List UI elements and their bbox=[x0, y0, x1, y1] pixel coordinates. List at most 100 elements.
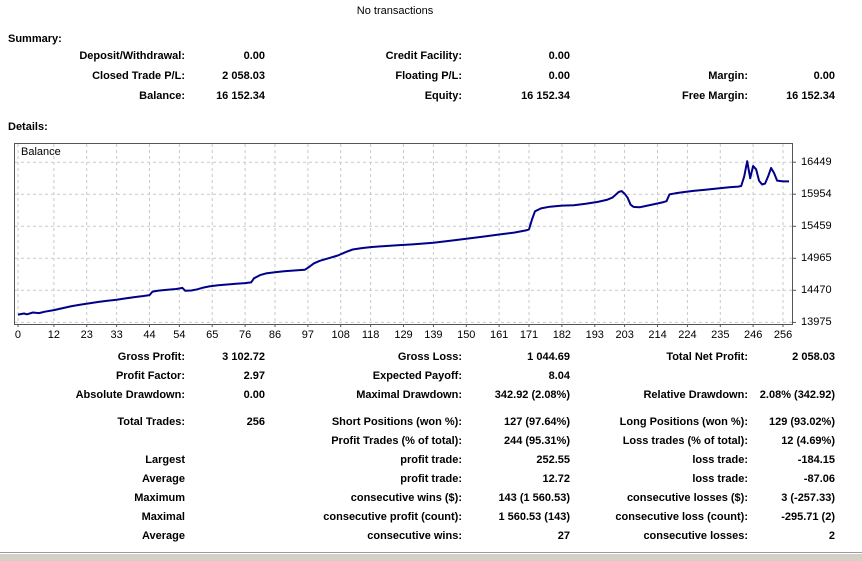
chart-plot: Balance bbox=[14, 143, 796, 327]
section-gap bbox=[0, 405, 862, 413]
summary-row: Balance: 16 152.34 Equity: 16 152.34 Fre… bbox=[0, 86, 862, 106]
total-trades-value: 256 bbox=[246, 416, 265, 428]
long-positions-value: 129 (93.02%) bbox=[768, 416, 835, 428]
gross-profit-label: Gross Profit: bbox=[117, 351, 185, 363]
y-axis-tick-label: 16449 bbox=[801, 156, 832, 169]
x-axis-tick-label: 193 bbox=[585, 329, 604, 341]
gross-loss-label: Gross Loss: bbox=[397, 351, 462, 363]
loss-trades-label: Loss trades (% of total): bbox=[622, 435, 748, 447]
stats-row: Gross Profit: 3 102.72 Gross Loss: 1 044… bbox=[0, 348, 862, 367]
summary-heading: Summary: bbox=[8, 33, 62, 45]
x-axis-tick-label: 97 bbox=[301, 329, 314, 341]
average-loss-trade-label: loss trade: bbox=[692, 473, 748, 485]
maximal-drawdown-label: Maximal Drawdown: bbox=[356, 389, 462, 401]
floating-pl-value: 0.00 bbox=[548, 70, 570, 82]
empty-cell bbox=[185, 508, 265, 527]
x-axis-tick-label: 65 bbox=[206, 329, 219, 341]
y-axis-tick-label: 15954 bbox=[801, 188, 832, 201]
x-axis-tick-label: 224 bbox=[678, 329, 697, 341]
closed-trade-pl-label: Closed Trade P/L: bbox=[92, 70, 185, 82]
deposit-withdrawal-label: Deposit/Withdrawal: bbox=[79, 50, 185, 62]
average-profit-trade-value: 12.72 bbox=[542, 473, 570, 485]
x-axis-tick-label: 256 bbox=[773, 329, 793, 341]
max-consecutive-losses-label: consecutive losses ($): bbox=[626, 492, 748, 504]
stats-row: Maximum consecutive wins ($): 143 (1 560… bbox=[0, 489, 862, 508]
equity-label: Equity: bbox=[424, 90, 462, 102]
short-positions-label: Short Positions (won %): bbox=[331, 416, 462, 428]
x-axis-tick-label: 23 bbox=[80, 329, 93, 341]
x-axis-tick-label: 214 bbox=[648, 329, 667, 341]
x-axis-tick-label: 108 bbox=[331, 329, 350, 341]
maximal-consecutive-loss-value: -295.71 (2) bbox=[781, 511, 835, 523]
total-net-profit-label: Total Net Profit: bbox=[666, 351, 748, 363]
details-heading: Details: bbox=[8, 121, 48, 133]
largest-row-label: Largest bbox=[145, 454, 185, 466]
x-axis-tick-label: 139 bbox=[424, 329, 443, 341]
credit-facility-value: 0.00 bbox=[548, 50, 570, 62]
relative-drawdown-value: 2.08% (342.92) bbox=[759, 389, 835, 401]
x-axis-tick-label: 129 bbox=[394, 329, 413, 341]
empty-cell bbox=[185, 451, 265, 470]
absolute-drawdown-value: 0.00 bbox=[243, 389, 265, 401]
balance-chart-svg bbox=[15, 144, 796, 327]
stats-row: Profit Trades (% of total): 244 (95.31%)… bbox=[0, 432, 862, 451]
x-axis-tick-label: 0 bbox=[14, 329, 22, 341]
chart-legend-balance: Balance bbox=[21, 146, 61, 158]
stats-row: Profit Factor: 2.97 Expected Payoff: 8.0… bbox=[0, 367, 862, 386]
x-axis-tick-label: 171 bbox=[519, 329, 539, 341]
empty-cell bbox=[570, 367, 748, 386]
x-axis-tick-label: 118 bbox=[361, 329, 380, 341]
gross-profit-value: 3 102.72 bbox=[222, 351, 265, 363]
y-axis-tick-label: 14470 bbox=[801, 284, 832, 297]
avg-consecutive-wins-label: consecutive wins: bbox=[367, 530, 462, 542]
empty-cell bbox=[185, 527, 265, 546]
profit-trades-label: Profit Trades (% of total): bbox=[331, 435, 462, 447]
maximum-row-label: Maximum bbox=[134, 492, 185, 504]
short-positions-value: 127 (97.64%) bbox=[503, 416, 570, 428]
total-net-profit-value: 2 058.03 bbox=[792, 351, 835, 363]
avg-consecutive-wins-value: 27 bbox=[557, 530, 570, 542]
closed-trade-pl-value: 2 058.03 bbox=[222, 70, 265, 82]
x-axis-labels: 0 12 23 33 44 54 65 76 86 97 108 118 129 139 150 161 171… bbox=[15, 329, 794, 343]
profit-trades-value: 244 (95.31%) bbox=[503, 435, 570, 447]
maximal-consecutive-profit-label: consecutive profit (count): bbox=[323, 511, 462, 523]
largest-profit-trade-value: 252.55 bbox=[536, 454, 570, 466]
average-row-label: Average bbox=[141, 473, 185, 485]
long-positions-label: Long Positions (won %): bbox=[619, 416, 748, 428]
avg-consecutive-losses-label: consecutive losses: bbox=[643, 530, 748, 542]
credit-facility-label: Credit Facility: bbox=[385, 50, 462, 62]
empty-cell bbox=[0, 432, 185, 451]
stats-row: Maximal consecutive profit (count): 1 56… bbox=[0, 508, 862, 527]
y-axis-tick-label: 15459 bbox=[801, 220, 832, 233]
profit-factor-label: Profit Factor: bbox=[115, 370, 185, 382]
y-axis-tick-label: 13975 bbox=[801, 316, 832, 329]
x-axis-tick-label: 182 bbox=[552, 329, 572, 341]
stats-row: Absolute Drawdown: 0.00 Maximal Drawdown… bbox=[0, 386, 862, 405]
largest-loss-trade-label: loss trade: bbox=[692, 454, 748, 466]
maximal-row-label: Maximal bbox=[141, 511, 185, 523]
x-axis-tick-label: 44 bbox=[143, 329, 156, 341]
profit-factor-value: 2.97 bbox=[243, 370, 265, 382]
max-consecutive-losses-value: 3 (-257.33) bbox=[781, 492, 835, 504]
absolute-drawdown-label: Absolute Drawdown: bbox=[75, 389, 185, 401]
free-margin-label: Free Margin: bbox=[681, 90, 748, 102]
total-trades-label: Total Trades: bbox=[117, 416, 185, 428]
summary-table: Deposit/Withdrawal: 0.00 Credit Facility… bbox=[0, 46, 862, 106]
x-axis-tick-label: 203 bbox=[615, 329, 634, 341]
average-loss-trade-value: -87.06 bbox=[803, 473, 835, 485]
maximal-drawdown-value: 342.92 (2.08%) bbox=[494, 389, 570, 401]
expected-payoff-label: Expected Payoff: bbox=[372, 370, 462, 382]
balance-chart: Balance 16449 15954 15459 14965 14470 13975 0… bbox=[14, 143, 862, 345]
loss-trades-value: 12 (4.69%) bbox=[781, 435, 835, 447]
x-axis-tick-label: 161 bbox=[489, 329, 509, 341]
y-axis-tick-label: 14965 bbox=[801, 252, 832, 265]
empty-cell bbox=[570, 46, 748, 66]
equity-value: 16 152.34 bbox=[521, 90, 570, 102]
summary-row: Closed Trade P/L: 2 058.03 Floating P/L:… bbox=[0, 66, 862, 86]
summary-row: Deposit/Withdrawal: 0.00 Credit Facility… bbox=[0, 46, 862, 66]
margin-value: 0.00 bbox=[813, 70, 835, 82]
gross-loss-value: 1 044.69 bbox=[527, 351, 570, 363]
stats-row: Average consecutive wins: 27 consecutive… bbox=[0, 527, 862, 546]
empty-cell bbox=[748, 367, 835, 386]
page-title: No transactions bbox=[356, 5, 434, 17]
